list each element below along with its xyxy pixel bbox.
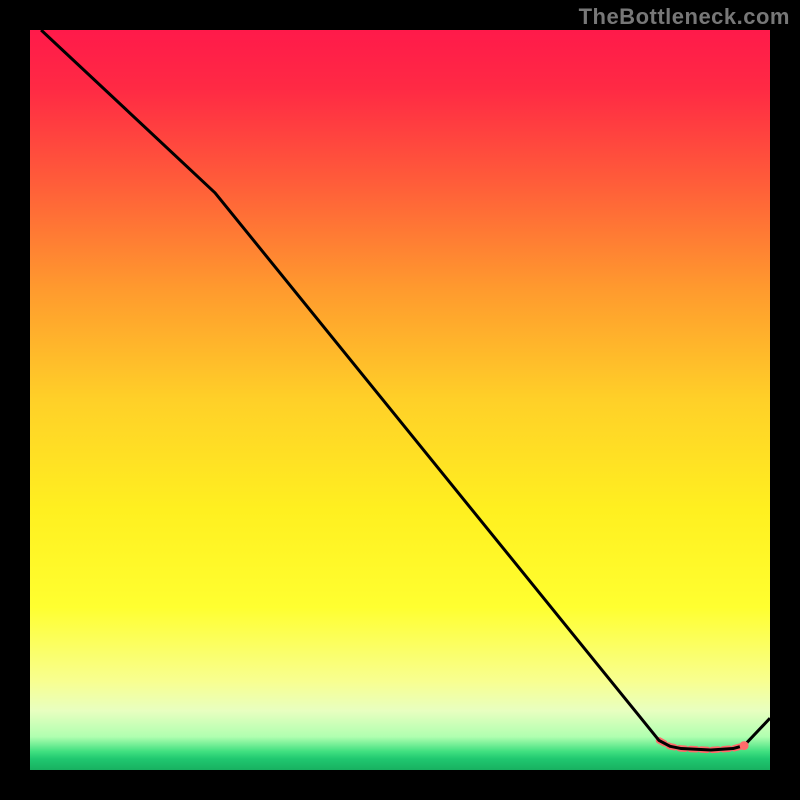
chart-svg (30, 30, 770, 770)
gradient-background (30, 30, 770, 770)
highlight-endpoint (740, 741, 749, 750)
watermark-text: TheBottleneck.com (579, 4, 790, 30)
chart-container (30, 30, 770, 770)
